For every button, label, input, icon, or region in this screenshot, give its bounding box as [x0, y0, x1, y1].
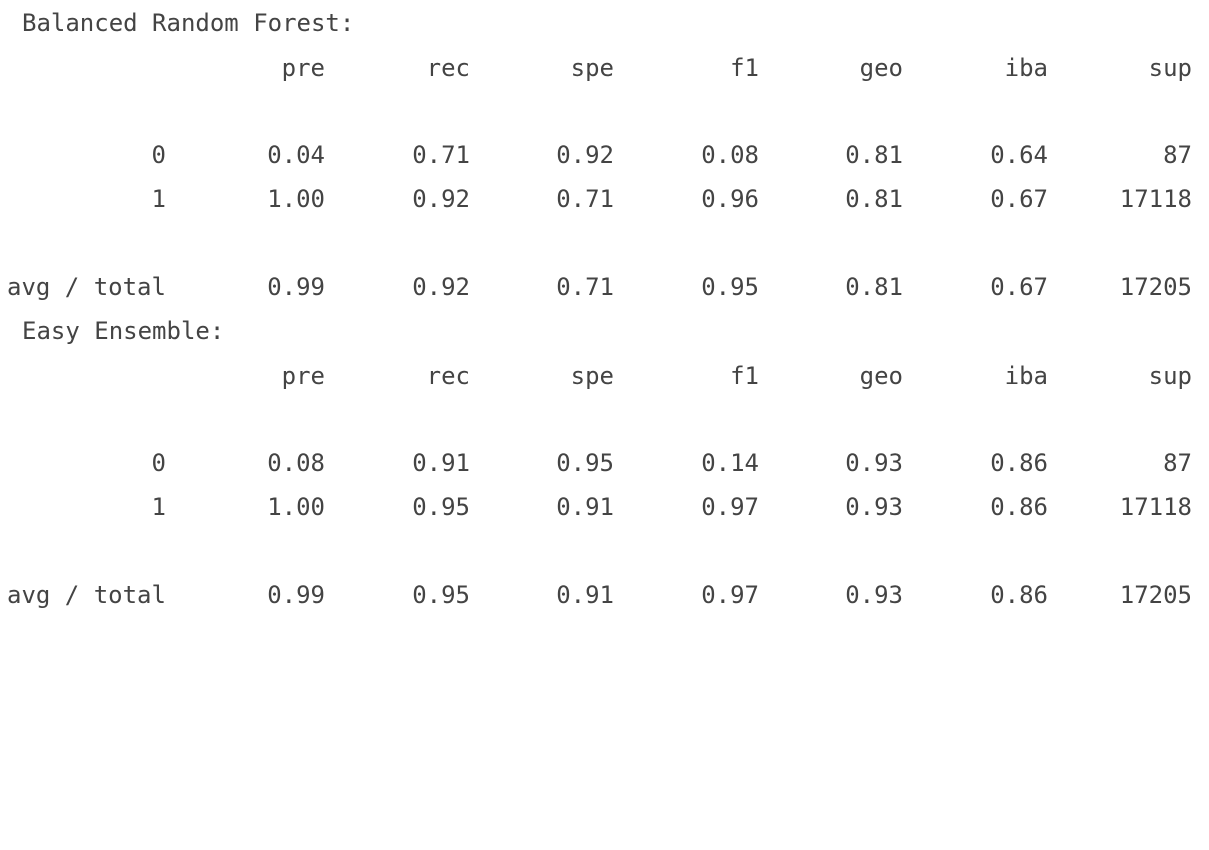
- cell-sup: 17118: [1119, 185, 1192, 213]
- cell-geo: 0.81: [845, 273, 903, 301]
- cell-sup: 17205: [1119, 273, 1192, 301]
- cell-spe: 0.91: [556, 581, 614, 609]
- cell-pre: 1.00: [267, 493, 325, 521]
- column-header-f1: f1: [730, 362, 759, 390]
- column-header-spe: spe: [570, 54, 614, 82]
- column-header-geo: geo: [859, 362, 903, 390]
- column-header-iba: iba: [1004, 54, 1048, 82]
- cell-pre: 1.00: [267, 185, 325, 213]
- column-header-f1: f1: [730, 54, 759, 82]
- cell-spe: 0.71: [556, 185, 614, 213]
- cell-geo: 0.93: [845, 449, 903, 477]
- cell-rec: 0.92: [412, 273, 470, 301]
- cell-sup: 17205: [1119, 581, 1192, 609]
- report-title-balanced-random-forest: Balanced Random Forest:: [22, 9, 355, 37]
- cell-pre: 0.08: [267, 449, 325, 477]
- cell-geo: 0.81: [845, 185, 903, 213]
- table-row: 0 0.08 0.91 0.95 0.14 0.93 0.86 87: [0, 448, 1209, 478]
- cell-spe: 0.95: [556, 449, 614, 477]
- cell-rec: 0.95: [412, 581, 470, 609]
- cell-spe: 0.71: [556, 273, 614, 301]
- row-label: 1: [151, 493, 166, 521]
- cell-f1: 0.14: [701, 449, 759, 477]
- column-header-sup: sup: [1148, 362, 1192, 390]
- cell-geo: 0.81: [845, 141, 903, 169]
- cell-spe: 0.91: [556, 493, 614, 521]
- report-header-row: pre rec spe f1 geo iba sup: [0, 53, 1209, 83]
- row-label: 1: [151, 185, 166, 213]
- cell-f1: 0.08: [701, 141, 759, 169]
- cell-sup: 17118: [1119, 493, 1192, 521]
- column-header-rec: rec: [426, 362, 470, 390]
- total-row: avg / total 0.99 0.95 0.91 0.97 0.93 0.8…: [0, 580, 1209, 610]
- cell-pre: 0.99: [267, 581, 325, 609]
- cell-sup: 87: [1163, 141, 1192, 169]
- cell-pre: 0.99: [267, 273, 325, 301]
- column-header-spe: spe: [570, 362, 614, 390]
- cell-iba: 0.67: [990, 273, 1048, 301]
- column-header-iba: iba: [1004, 362, 1048, 390]
- cell-rec: 0.71: [412, 141, 470, 169]
- cell-iba: 0.86: [990, 581, 1048, 609]
- table-row: 1 1.00 0.95 0.91 0.97 0.93 0.86 17118: [0, 492, 1209, 522]
- column-header-sup: sup: [1148, 54, 1192, 82]
- column-header-rec: rec: [426, 54, 470, 82]
- cell-iba: 0.86: [990, 493, 1048, 521]
- cell-rec: 0.95: [412, 493, 470, 521]
- table-row: 1 1.00 0.92 0.71 0.96 0.81 0.67 17118: [0, 184, 1209, 214]
- cell-geo: 0.93: [845, 581, 903, 609]
- cell-f1: 0.97: [701, 493, 759, 521]
- cell-iba: 0.67: [990, 185, 1048, 213]
- table-row: 0 0.04 0.71 0.92 0.08 0.81 0.64 87: [0, 140, 1209, 170]
- total-row: avg / total 0.99 0.92 0.71 0.95 0.81 0.6…: [0, 272, 1209, 302]
- report-header-row: pre rec spe f1 geo iba sup: [0, 361, 1209, 391]
- cell-rec: 0.92: [412, 185, 470, 213]
- report-title-easy-ensemble: Easy Ensemble:: [22, 317, 225, 345]
- column-header-pre: pre: [281, 362, 325, 390]
- cell-pre: 0.04: [267, 141, 325, 169]
- cell-iba: 0.64: [990, 141, 1048, 169]
- cell-geo: 0.93: [845, 493, 903, 521]
- column-header-pre: pre: [281, 54, 325, 82]
- total-row-label: avg / total: [7, 581, 166, 609]
- cell-iba: 0.86: [990, 449, 1048, 477]
- total-row-label: avg / total: [7, 273, 166, 301]
- row-label: 0: [151, 141, 166, 169]
- cell-f1: 0.96: [701, 185, 759, 213]
- cell-f1: 0.95: [701, 273, 759, 301]
- cell-spe: 0.92: [556, 141, 614, 169]
- cell-sup: 87: [1163, 449, 1192, 477]
- cell-f1: 0.97: [701, 581, 759, 609]
- cell-rec: 0.91: [412, 449, 470, 477]
- column-header-geo: geo: [859, 54, 903, 82]
- row-label: 0: [151, 449, 166, 477]
